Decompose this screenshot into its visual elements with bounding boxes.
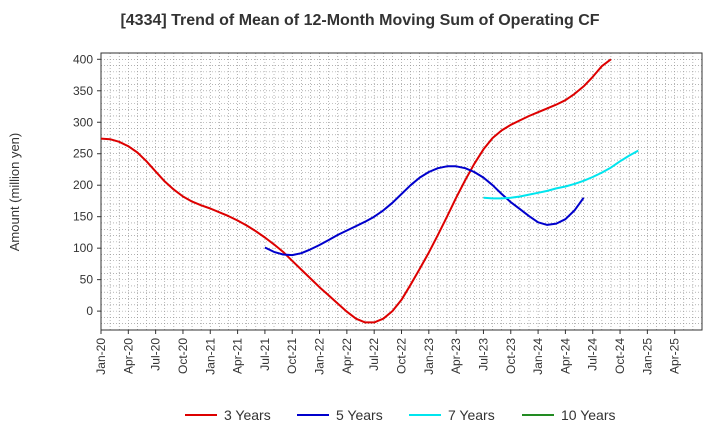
y-tick-label: 250 xyxy=(73,147,93,161)
x-tick-label: Jan-21 xyxy=(203,338,217,375)
y-tick-label: 100 xyxy=(73,241,93,255)
x-tick-label: Oct-22 xyxy=(395,338,409,374)
y-tick-label: 50 xyxy=(80,273,94,287)
x-tick-label: Apr-23 xyxy=(449,338,463,374)
x-tick-label: Apr-20 xyxy=(121,338,135,374)
x-tick-label: Oct-21 xyxy=(285,338,299,374)
y-tick-label: 350 xyxy=(73,84,93,98)
x-tick-label: Oct-24 xyxy=(613,338,627,374)
x-tick-label: Jan-23 xyxy=(422,338,436,375)
x-tick-label: Jan-24 xyxy=(531,338,545,375)
y-tick-label: 200 xyxy=(73,178,93,192)
y-tick-label: 0 xyxy=(86,304,93,318)
x-tick-label: Jul-22 xyxy=(367,338,381,371)
series-line-3-years xyxy=(100,58,612,324)
y-tick-label: 400 xyxy=(73,52,93,66)
series-group xyxy=(100,58,639,324)
legend: 3 Years 5 Years 7 Years 10 Years xyxy=(185,407,616,423)
x-tick-label: Jul-23 xyxy=(476,338,490,371)
x-tick-label: Apr-21 xyxy=(231,338,245,374)
x-axis: Jan-20 Apr-20 Jul-20 Oct-20 Jan-21 Apr-21 Jul-… xyxy=(94,330,682,375)
chart-title: [4334] Trend of Mean of 12-Month Moving … xyxy=(120,12,599,29)
x-tick-label: Jul-21 xyxy=(258,338,272,371)
x-tick-label: Apr-24 xyxy=(558,338,572,374)
x-tick-label: Oct-20 xyxy=(176,338,190,374)
legend-label: 7 Years xyxy=(448,407,495,423)
x-tick-label: Apr-25 xyxy=(668,338,682,374)
series-line-7-years xyxy=(483,149,639,200)
y-tick-label: 150 xyxy=(73,210,93,224)
x-tick-label: Apr-22 xyxy=(340,338,354,374)
x-tick-label: Jul-24 xyxy=(586,338,600,371)
y-axis-label: Amount (million yen) xyxy=(7,133,22,252)
x-tick-label: Jan-20 xyxy=(94,338,108,375)
x-tick-label: Jan-25 xyxy=(640,338,654,375)
legend-label: 10 Years xyxy=(561,407,616,423)
y-tick-label: 300 xyxy=(73,115,93,129)
x-tick-label: Jul-20 xyxy=(149,338,163,371)
y-axis: 0 50 100 150 200 250 300 350 400 xyxy=(73,52,101,318)
legend-label: 3 Years xyxy=(224,407,271,423)
legend-label: 5 Years xyxy=(336,407,383,423)
x-tick-label: Jan-22 xyxy=(313,338,327,375)
x-tick-label: Oct-23 xyxy=(504,338,518,374)
series-line-5-years xyxy=(264,165,585,257)
grid xyxy=(101,52,702,330)
